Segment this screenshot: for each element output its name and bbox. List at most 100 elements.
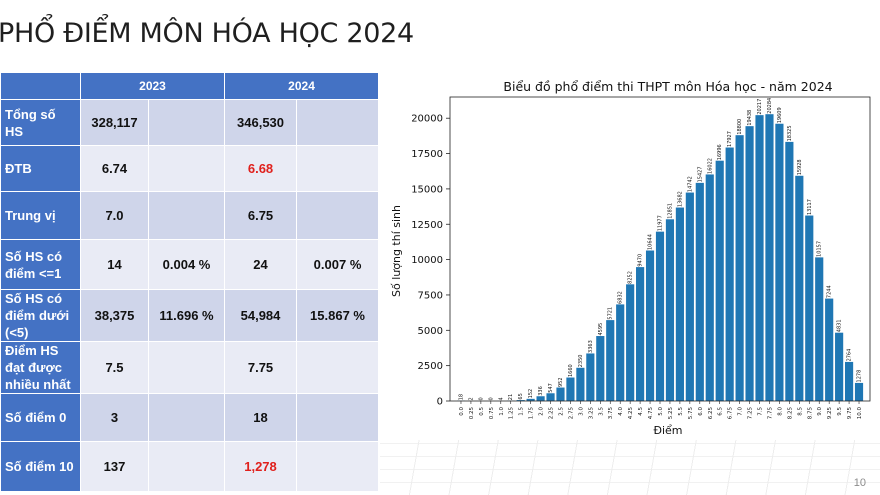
bar: [755, 115, 764, 401]
x-tick-label: 9.5: [837, 407, 843, 416]
bar: [854, 382, 864, 401]
bar-value-label: 19609: [777, 107, 783, 123]
value-2024: 6.68: [224, 145, 298, 192]
row-label: Trung vị: [0, 191, 81, 240]
value-2024: 18: [224, 393, 298, 442]
value-2023: 137: [80, 441, 149, 492]
x-tick-label: 9.0: [817, 407, 823, 416]
percent-2024: [296, 341, 380, 394]
y-tick-label: 12500: [411, 220, 443, 231]
x-tick-label: 1.5: [519, 407, 525, 416]
bar-value-label: 4831: [837, 319, 843, 332]
value-2023: 7.0: [80, 191, 149, 240]
percent-2023: 0.004 %: [147, 239, 226, 290]
bar-value-label: 20217: [757, 99, 763, 115]
x-tick-label: 9.25: [827, 407, 833, 420]
background-grid-decoration: [380, 440, 880, 495]
x-tick-label: 4.0: [618, 407, 624, 416]
x-tick-label: 10.0: [857, 407, 863, 420]
table-row: Trung vị 7.0 6.75: [0, 191, 380, 240]
bar: [536, 396, 545, 401]
bar-value-label: 16022: [707, 158, 713, 174]
x-tick-label: 0.0: [459, 407, 465, 416]
row-label: Số điểm 0: [0, 393, 81, 442]
x-axis: 0.0 0.25 0.5 0.75 1.0 1.25 1.5 1.75 2.0 2.25 2.5 2.…: [459, 401, 863, 419]
x-tick-label: 8.5: [797, 407, 803, 416]
bar-value-label: 21: [508, 394, 514, 400]
x-tick-label: 2.0: [539, 407, 545, 416]
x-tick-label: 3.5: [598, 407, 604, 416]
bar-value-label: 1278: [857, 370, 863, 383]
bar: [805, 215, 814, 401]
bar: [815, 257, 824, 401]
value-2024: 24: [224, 239, 298, 290]
x-tick-label: 0.75: [489, 407, 495, 420]
bar: [844, 361, 854, 401]
header-corner: [0, 72, 81, 100]
slide-title: PHỔ ĐIỂM MÔN HÓA HỌC 2024: [0, 18, 414, 49]
x-tick-label: 9.75: [847, 407, 853, 420]
percent-2023: [147, 99, 226, 146]
bar: [715, 160, 724, 401]
table-row: Tổng số HS 328,117 346,530: [0, 99, 380, 146]
bar-value-label: 15928: [797, 159, 803, 175]
x-tick-label: 7.0: [738, 407, 744, 416]
bar: [775, 123, 784, 402]
bar-value-label: 0: [488, 397, 494, 400]
bar: [745, 126, 754, 402]
x-tick-label: 1.0: [499, 407, 505, 416]
row-label: Số điểm 10: [0, 441, 81, 492]
x-tick-label: 2.75: [568, 407, 574, 420]
bar-value-label: 3363: [588, 340, 594, 353]
bar: [835, 332, 844, 401]
bar-value-label: 18325: [787, 125, 793, 141]
x-tick-label: 3.75: [608, 407, 614, 420]
page-number: 10: [853, 477, 866, 489]
percent-2023: [147, 341, 226, 394]
bar-value-label: 19438: [747, 110, 753, 126]
bar-value-label: 9470: [638, 254, 644, 267]
x-tick-label: 2.5: [558, 407, 564, 416]
percent-2024: [296, 145, 380, 192]
row-label: Số HS có điểm dưới (<5): [0, 289, 81, 342]
percent-2023: [147, 145, 226, 192]
bar-value-label: 952: [558, 377, 564, 387]
row-label: Số HS có điểm <=1: [0, 239, 81, 290]
x-tick-label: 2.25: [549, 407, 555, 420]
value-2023: 7.5: [80, 341, 149, 394]
bar: [636, 267, 645, 401]
table-row: Số điểm 10 137 1,278: [0, 441, 380, 492]
x-tick-label: 8.25: [787, 407, 793, 420]
y-tick-label: 5000: [418, 326, 443, 337]
bars: 18 2 0 0 4 21 65 152 336 547 952 1660 2350 3363 4595 57…: [456, 98, 864, 402]
row-label: Điểm HS đạt được nhiều nhất: [0, 341, 81, 394]
bar-value-label: 152: [528, 389, 534, 399]
x-tick-label: 4.75: [648, 407, 654, 420]
bar-value-label: 2764: [847, 349, 853, 362]
percent-2024: 15.867 %: [296, 289, 380, 342]
bar-value-label: 6832: [618, 291, 624, 304]
x-tick-label: 3.25: [588, 407, 594, 420]
bar-value-label: 65: [518, 393, 524, 399]
y-tick-label: 15000: [411, 184, 443, 195]
chart-panel: Biểu đồ phổ điểm thi THPT môn Hóa học - …: [384, 71, 880, 445]
value-2023: 6.74: [80, 145, 149, 192]
bar: [626, 284, 635, 401]
bar: [556, 387, 565, 401]
bar: [795, 175, 804, 401]
bar: [685, 192, 694, 401]
bar: [586, 353, 595, 401]
bar: [725, 147, 734, 401]
percent-2023: 11.696 %: [147, 289, 226, 342]
table-row: Điểm HS đạt được nhiều nhất 7.5 7.75: [0, 341, 380, 394]
bar-value-label: 18: [458, 394, 464, 400]
x-tick-label: 7.25: [748, 407, 754, 420]
bar: [566, 377, 575, 401]
bar-value-label: 10157: [817, 241, 823, 257]
stats-table: 2023 2024 Tổng số HS 328,117 346,530 ĐTB…: [0, 72, 380, 492]
bar-chart: Biểu đồ phổ điểm thi THPT môn Hóa học - …: [390, 79, 871, 437]
bar: [616, 304, 625, 401]
header-2024: 2024: [224, 72, 380, 100]
x-tick-label: 5.5: [678, 407, 684, 416]
percent-2024: [296, 441, 380, 492]
